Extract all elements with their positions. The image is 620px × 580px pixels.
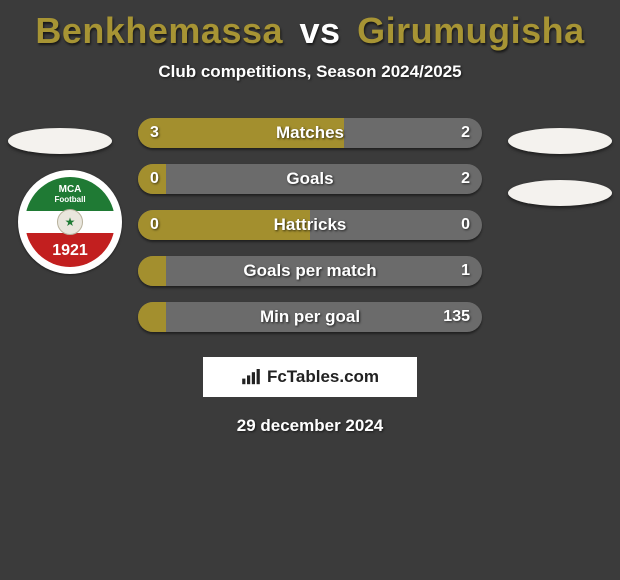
brand-box[interactable]: FcTables.com bbox=[202, 356, 418, 398]
stat-label: Goals bbox=[138, 164, 482, 194]
stat-bar: 135Min per goal bbox=[138, 302, 482, 332]
club-logo-inner: MCA Football ★ 1921 bbox=[25, 177, 115, 267]
stat-bar: 32Matches bbox=[138, 118, 482, 148]
stat-label: Min per goal bbox=[138, 302, 482, 332]
logo-year: 1921 bbox=[25, 242, 115, 260]
stat-bar: 1Goals per match bbox=[138, 256, 482, 286]
stat-bar: 00Hattricks bbox=[138, 210, 482, 240]
subtitle: Club competitions, Season 2024/2025 bbox=[0, 62, 620, 82]
stat-bar: 02Goals bbox=[138, 164, 482, 194]
brand-text: FcTables.com bbox=[267, 367, 379, 387]
stat-label: Goals per match bbox=[138, 256, 482, 286]
date-text: 29 december 2024 bbox=[0, 416, 620, 436]
stat-bars: 32Matches 02Goals 00Hattricks 1Goals per ma… bbox=[138, 118, 482, 348]
page-title: Benkhemassa vs Girumugisha bbox=[0, 0, 620, 52]
logo-football-text: Football bbox=[54, 195, 85, 204]
logo-star-icon: ★ bbox=[65, 215, 76, 229]
stat-label: Matches bbox=[138, 118, 482, 148]
vs-text: vs bbox=[300, 10, 341, 51]
player2-name: Girumugisha bbox=[357, 10, 585, 51]
right-ellipse-2 bbox=[508, 180, 612, 206]
left-ellipse bbox=[8, 128, 112, 154]
logo-top-text: MCA Football bbox=[25, 185, 115, 205]
right-ellipse-1 bbox=[508, 128, 612, 154]
comparison-stage: MCA Football ★ 1921 32Matches 02Goals 00Ha… bbox=[0, 108, 620, 348]
club-logo: MCA Football ★ 1921 bbox=[18, 170, 122, 274]
player1-name: Benkhemassa bbox=[35, 10, 283, 51]
bar-chart-icon bbox=[241, 369, 261, 385]
stat-label: Hattricks bbox=[138, 210, 482, 240]
logo-mca-text: MCA bbox=[59, 184, 82, 195]
